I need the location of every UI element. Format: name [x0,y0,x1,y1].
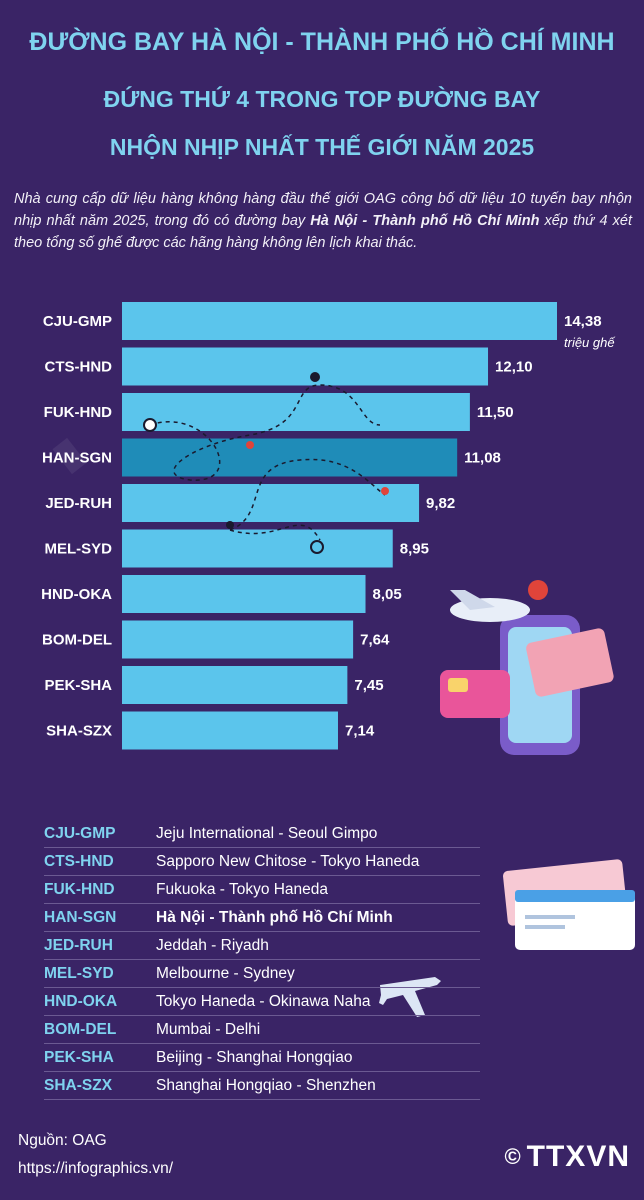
bar-bom-del [122,620,354,659]
bar-chart: CJU-GMP 14,38 triệu ghế CTS-HND 12,10 FUK-HND… [41,302,615,750]
category-label: SHA-SZX [46,723,112,740]
flight-path-illustration [143,372,389,554]
value-label: 11,08 [464,450,501,467]
category-label: MEL-SYD [45,541,113,558]
route-legend: CJU-GMP Jeju International - Seoul Gimpo C… [44,820,480,1100]
legend-name: Tokyo Haneda - Okinawa Naha [156,992,371,1010]
legend-row: CTS-HND Sapporo New Chitose - Tokyo Haned… [44,848,480,876]
legend-name: Melbourne - Sydney [156,964,295,982]
legend-code: HND-OKA [44,992,118,1010]
intro-paragraph: Nhà cung cấp dữ liệu hàng không hàng đầu… [14,191,633,251]
value-label: 8,05 [373,586,402,603]
value-label: 9,82 [426,495,455,512]
legend-name: Fukuoka - Tokyo Haneda [156,880,329,898]
category-label: HAN-SGN [42,450,112,467]
bar-sha-szx [122,711,338,750]
value-label: 11,50 [477,404,514,421]
phone-ticket-illustration [440,580,614,755]
legend-code: FUK-HND [44,880,115,898]
title-line-3: NHỘN NHỊP NHẤT THẾ GIỚI NĂM 2025 [109,134,535,160]
category-label: FUK-HND [44,404,112,421]
legend-name: Jeddah - Riyadh [156,936,269,954]
legend-row: SHA-SZX Shanghai Hongqiao - Shenzhen [44,1072,480,1100]
legend-name: Jeju International - Seoul Gimpo [156,824,378,842]
legend-code: JED-RUH [44,936,113,954]
legend-row: BOM-DEL Mumbai - Delhi [44,1016,480,1044]
value-label: 14,38 [564,313,602,330]
bar-han-sgn [122,438,458,477]
bar-cju-gmp [122,302,557,340]
value-label: 8,95 [400,541,429,558]
legend-name: Hà Nội - Thành phố Hồ Chí Minh [156,908,393,926]
legend-code: PEK-SHA [44,1048,114,1066]
bar-cts-hnd [122,347,489,386]
legend-code: BOM-DEL [44,1020,117,1038]
title-line-1: ĐƯỜNG BAY HÀ NỘI - THÀNH PHỐ HỒ CHÍ MINH [29,28,615,56]
bar-hnd-oka [122,575,366,613]
legend-code: HAN-SGN [44,908,117,926]
unit-label: triệu ghế [564,335,615,350]
legend-row: MEL-SYD Melbourne - Sydney [44,960,480,988]
legend-name: Sapporo New Chitose - Tokyo Haneda [156,852,420,870]
title-line-2: ĐỨNG THỨ 4 TRONG TOP ĐƯỜNG BAY [103,86,541,112]
copyright-icon: © [504,1144,521,1169]
legend-code: CTS-HND [44,852,114,870]
category-label: PEK-SHA [44,677,112,694]
legend-code: SHA-SZX [44,1076,113,1094]
ttxvn-logo: © TTXVN [504,1140,630,1174]
legend-name: Shanghai Hongqiao - Shenzhen [156,1076,376,1094]
category-label: HND-OKA [41,586,112,603]
legend-name: Beijing - Shanghai Hongqiao [156,1048,353,1066]
value-label: 7,64 [360,632,390,649]
legend-row: HAN-SGN Hà Nội - Thành phố Hồ Chí Minh [44,904,480,932]
bar-jed-ruh [122,484,420,522]
bar-fuk-hnd [122,393,470,431]
category-label: CJU-GMP [43,313,112,330]
value-label: 7,45 [354,677,383,694]
category-label: CTS-HND [45,359,113,376]
category-label: JED-RUH [45,495,112,512]
legend-row: CJU-GMP Jeju International - Seoul Gimpo [44,820,480,848]
brand-name: TTXVN [526,1140,630,1173]
value-label: 7,14 [345,723,375,740]
category-label: BOM-DEL [42,632,112,649]
source-label: Nguồn: OAG [18,1132,107,1149]
bar-pek-sha [122,666,348,704]
bar-mel-syd [122,529,393,568]
legend-row: FUK-HND Fukuoka - Tokyo Haneda [44,876,480,904]
legend-code: CJU-GMP [44,824,116,842]
boarding-pass-illustration [503,859,635,950]
legend-name: Mumbai - Delhi [156,1020,261,1038]
value-label: 12,10 [495,359,533,376]
legend-row: HND-OKA Tokyo Haneda - Okinawa Naha [44,988,480,1016]
legend-row: JED-RUH Jeddah - Riyadh [44,932,480,960]
legend-row: PEK-SHA Beijing - Shanghai Hongqiao [44,1044,480,1072]
website-link[interactable]: https://infographics.vn/ [18,1160,174,1177]
legend-code: MEL-SYD [44,964,114,982]
